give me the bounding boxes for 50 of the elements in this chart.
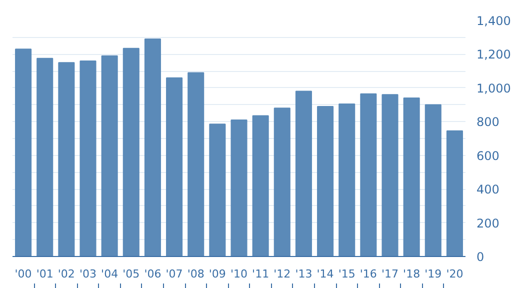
- x-tick-label: '17: [381, 268, 399, 280]
- bar: [188, 72, 204, 256]
- bar: [360, 93, 377, 256]
- x-tick-label: '15: [338, 268, 356, 280]
- bar: [15, 48, 32, 256]
- bar: [230, 119, 248, 256]
- x-tick-label: '05: [122, 268, 140, 280]
- y-tick-label: 0: [476, 250, 484, 264]
- x-tick-label: '03: [79, 268, 97, 280]
- bar: [166, 77, 183, 256]
- bar: [403, 98, 420, 256]
- y-tick-label: 200: [476, 216, 500, 230]
- bar: [424, 104, 442, 256]
- bar: [80, 60, 96, 256]
- bar: [446, 130, 463, 256]
- x-tick-label: '11: [252, 268, 270, 280]
- x-tick-label: '19: [424, 268, 442, 280]
- bar: [274, 108, 290, 256]
- bar: [317, 106, 334, 256]
- x-tick-label: '00: [14, 268, 32, 280]
- bar: [122, 48, 140, 256]
- y-tick-label: 1,200: [476, 48, 511, 62]
- x-tick-label: '06: [144, 268, 162, 280]
- x-tick-label: '09: [208, 268, 226, 280]
- x-tick-label: '07: [166, 268, 183, 280]
- x-tick-label: '04: [101, 268, 118, 280]
- x-tick-label: '01: [36, 268, 54, 280]
- bar: [101, 55, 118, 256]
- bar: [252, 115, 269, 256]
- x-tick-label: '02: [58, 268, 75, 280]
- x-tick-label: '13: [295, 268, 312, 280]
- bar: [58, 62, 75, 256]
- y-tick-label: 400: [476, 182, 500, 197]
- y-tick-label: 800: [476, 115, 500, 130]
- x-tick-label: '20: [446, 268, 464, 280]
- y-tick-label: 600: [476, 148, 500, 163]
- x-tick-label: '14: [316, 268, 334, 280]
- bar: [36, 58, 54, 256]
- x-tick-label: '12: [274, 268, 291, 280]
- bar: [209, 124, 226, 256]
- x-tick-label: '08: [187, 268, 204, 280]
- bar: [382, 94, 398, 256]
- y-tick-label: 1,400: [476, 14, 511, 28]
- bar: [338, 103, 356, 256]
- bar: [144, 38, 161, 256]
- x-tick-label: '10: [230, 268, 248, 280]
- bar: [295, 90, 312, 256]
- y-tick-label: 1,000: [476, 81, 511, 96]
- x-tick-label: '16: [360, 268, 377, 280]
- x-tick-label: '18: [403, 268, 420, 280]
